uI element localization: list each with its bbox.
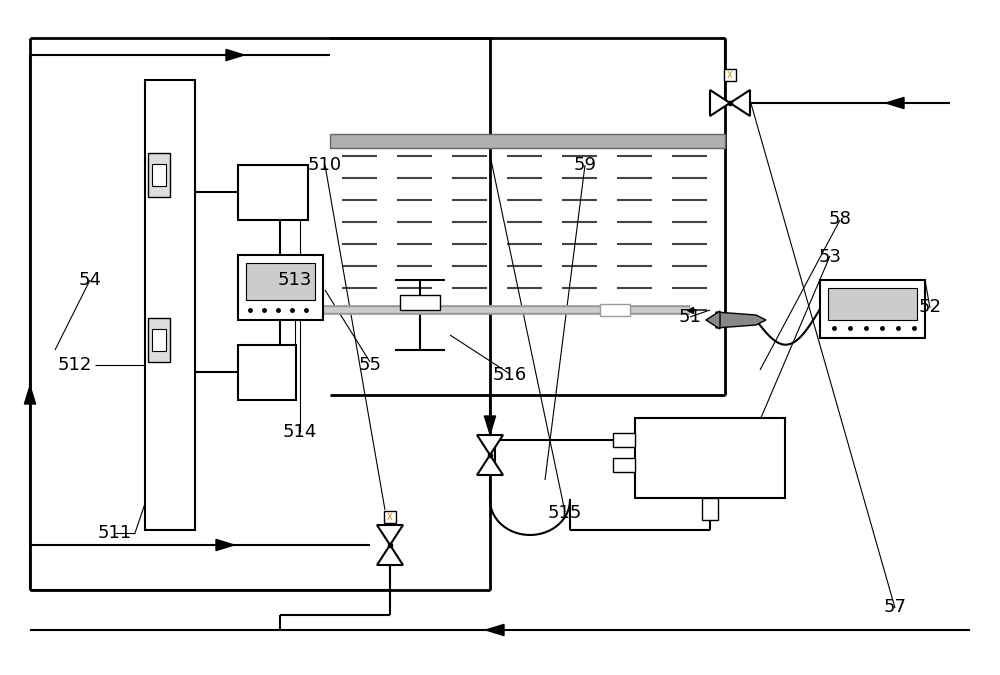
Text: 510: 510: [308, 157, 342, 174]
Polygon shape: [486, 624, 504, 636]
Text: 58: 58: [829, 211, 851, 228]
Polygon shape: [730, 90, 750, 116]
Bar: [238, 255, 323, 320]
Text: 513: 513: [278, 271, 312, 289]
Polygon shape: [886, 97, 904, 109]
Polygon shape: [477, 455, 503, 475]
Polygon shape: [710, 90, 730, 116]
Text: 511: 511: [98, 524, 132, 542]
Text: 516: 516: [493, 366, 527, 383]
Text: X: X: [727, 70, 733, 80]
Bar: [148, 318, 170, 362]
Bar: [613, 433, 635, 447]
Polygon shape: [484, 416, 496, 434]
Bar: [384, 511, 396, 523]
Text: 512: 512: [58, 356, 92, 373]
Text: X: X: [387, 512, 393, 522]
Polygon shape: [377, 525, 403, 545]
Bar: [635, 418, 785, 498]
Text: 515: 515: [548, 504, 582, 522]
Bar: [238, 345, 296, 400]
Bar: [152, 164, 166, 186]
Bar: [828, 288, 917, 320]
Polygon shape: [477, 435, 503, 455]
Polygon shape: [216, 539, 234, 551]
Bar: [145, 80, 195, 530]
Polygon shape: [706, 311, 720, 329]
Text: 51: 51: [679, 308, 701, 326]
Polygon shape: [716, 312, 766, 328]
Polygon shape: [377, 545, 403, 565]
Bar: [820, 280, 925, 338]
Bar: [600, 304, 630, 316]
Text: 52: 52: [918, 298, 942, 316]
Text: 53: 53: [818, 248, 842, 265]
Text: 514: 514: [283, 423, 317, 441]
Bar: [148, 153, 170, 197]
Bar: [724, 69, 736, 81]
Bar: [152, 329, 166, 351]
Text: 57: 57: [884, 599, 906, 616]
Bar: [238, 165, 308, 220]
Polygon shape: [226, 49, 244, 61]
Polygon shape: [24, 386, 36, 404]
Text: 55: 55: [358, 356, 382, 373]
Bar: [246, 263, 315, 300]
Text: 59: 59: [574, 157, 596, 174]
Bar: [330, 134, 725, 148]
Bar: [613, 458, 635, 472]
Bar: [702, 498, 718, 520]
Bar: [400, 295, 440, 310]
Text: 54: 54: [78, 271, 102, 289]
